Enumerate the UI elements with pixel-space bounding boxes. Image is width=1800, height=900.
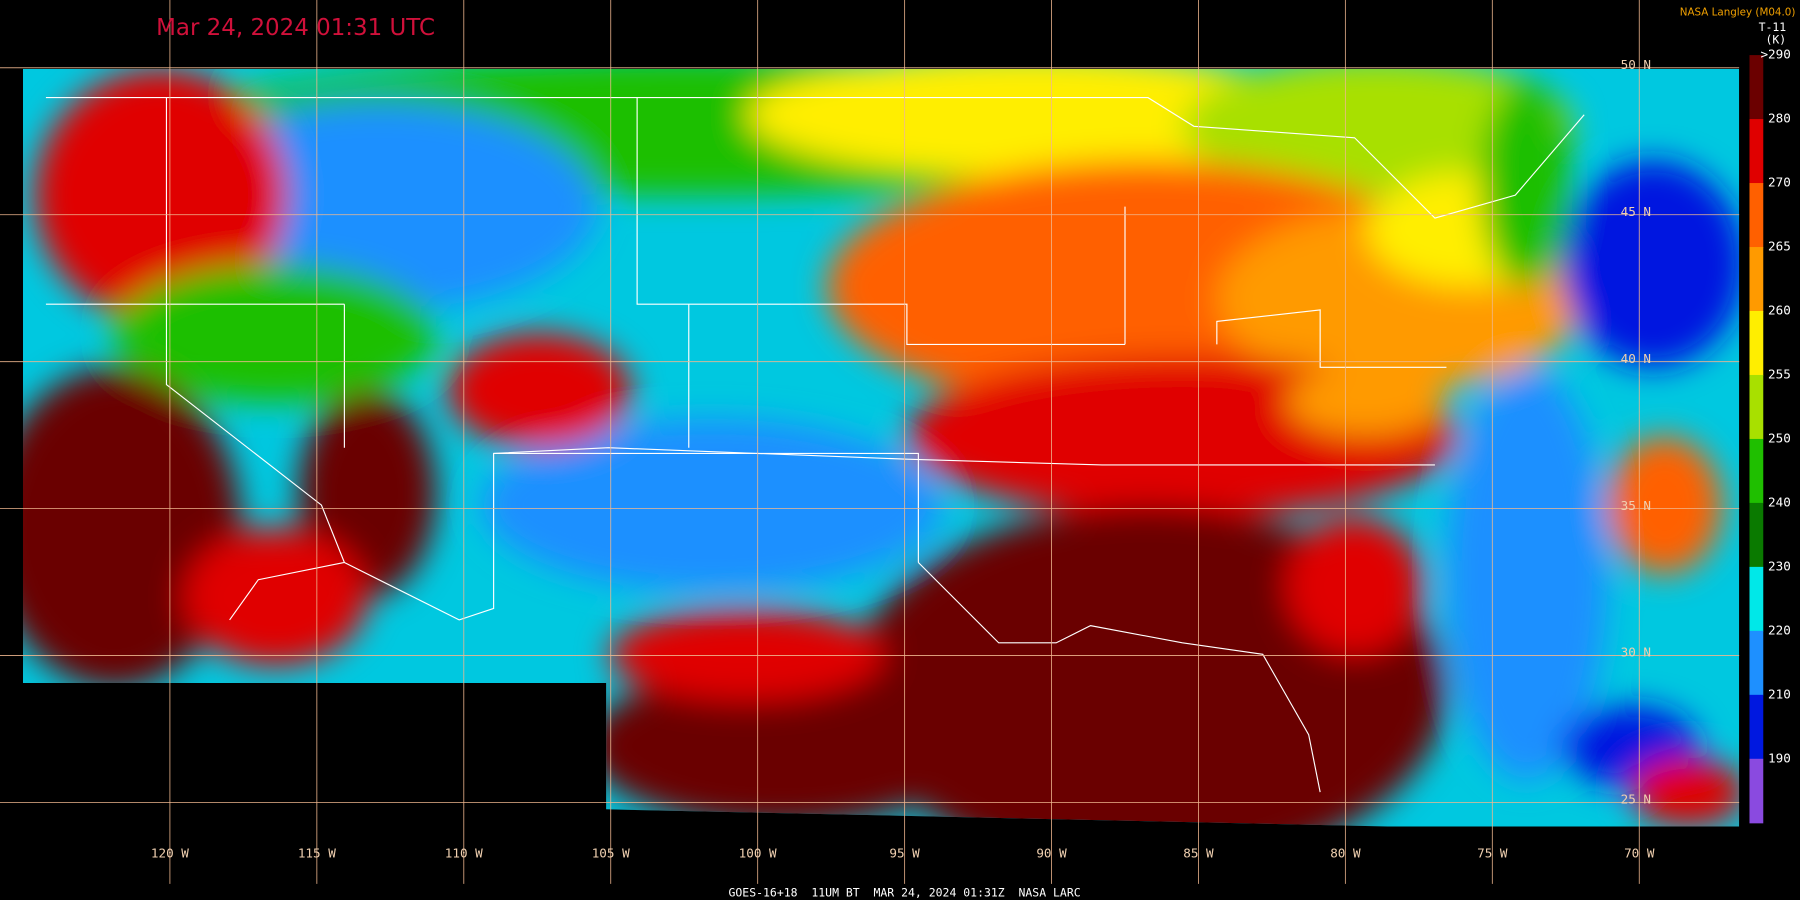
latitude-label: 35 N (1621, 498, 1651, 513)
colorbar-segment (1749, 310, 1764, 376)
longitude-label: 90 W (1036, 846, 1067, 861)
colorbar-product: T-11 (1759, 20, 1787, 34)
latitude-label: 40 N (1621, 351, 1651, 366)
colorbar-segment (1749, 119, 1764, 184)
longitude-label: 80 W (1330, 846, 1361, 861)
colorbar-label: 230 (1768, 558, 1791, 573)
colorbar-label: 210 (1768, 686, 1791, 701)
colorbar-segment (1749, 758, 1764, 824)
colorbar-segment (1749, 630, 1764, 696)
longitude-label: 120 W (151, 846, 189, 861)
colorbar-label: 280 (1768, 111, 1791, 126)
map-title: Mar 24, 2024 01:31 UTC (156, 15, 435, 41)
colorbar-segment (1749, 694, 1764, 760)
latitude-label: 25 N (1621, 792, 1651, 807)
colorbar-label: 250 (1768, 430, 1791, 445)
colorbar-segment (1749, 566, 1764, 632)
graticule: 120 W 115 W 110 W 105 W 100 W 95 W 90 W 85 W 80 … (0, 0, 1740, 884)
colorbar-unit: (K) (1766, 33, 1787, 47)
colorbar-segment (1749, 55, 1764, 120)
colorbar-label: 240 (1768, 494, 1791, 509)
longitude-label: 85 W (1183, 846, 1214, 861)
colorbar: >290 280 270 265 260 255 250 240 230 220 210 190 (1742, 45, 1800, 824)
longitude-label: 110 W (445, 846, 483, 861)
colorbar-label: 260 (1768, 302, 1791, 317)
footer: GOES-16+18 11UM BT MAR 24, 2024 01:31Z N… (729, 886, 1081, 900)
colorbar-segment (1749, 183, 1764, 248)
latitude-label: 50 N (1621, 57, 1651, 72)
credit: NASA Langley (M04.0) (1680, 7, 1796, 19)
colorbar-label: 270 (1768, 175, 1791, 190)
colorbar-label: 190 (1768, 750, 1791, 765)
latitude-label: 45 N (1621, 204, 1651, 219)
colorbar-segment (1749, 502, 1764, 568)
longitude-label: 100 W (739, 846, 777, 861)
latitude-label: 30 N (1621, 645, 1651, 660)
colorbar-segment (1749, 438, 1764, 504)
colorbar-label: 265 (1768, 239, 1791, 254)
colorbar-label: 220 (1768, 622, 1791, 637)
longitude-label: 105 W (592, 846, 630, 861)
longitude-label: 75 W (1477, 846, 1508, 861)
boundaries (45, 97, 1585, 793)
colorbar-segment (1749, 247, 1764, 312)
longitude-label: 95 W (889, 846, 920, 861)
longitude-label: 115 W (298, 846, 336, 861)
longitude-label: 70 W (1624, 846, 1655, 861)
footer-bar (0, 886, 1800, 900)
colorbar-segment (1749, 374, 1764, 440)
colorbar-label: 255 (1768, 366, 1791, 381)
colorbar-label: >290 (1760, 47, 1790, 62)
